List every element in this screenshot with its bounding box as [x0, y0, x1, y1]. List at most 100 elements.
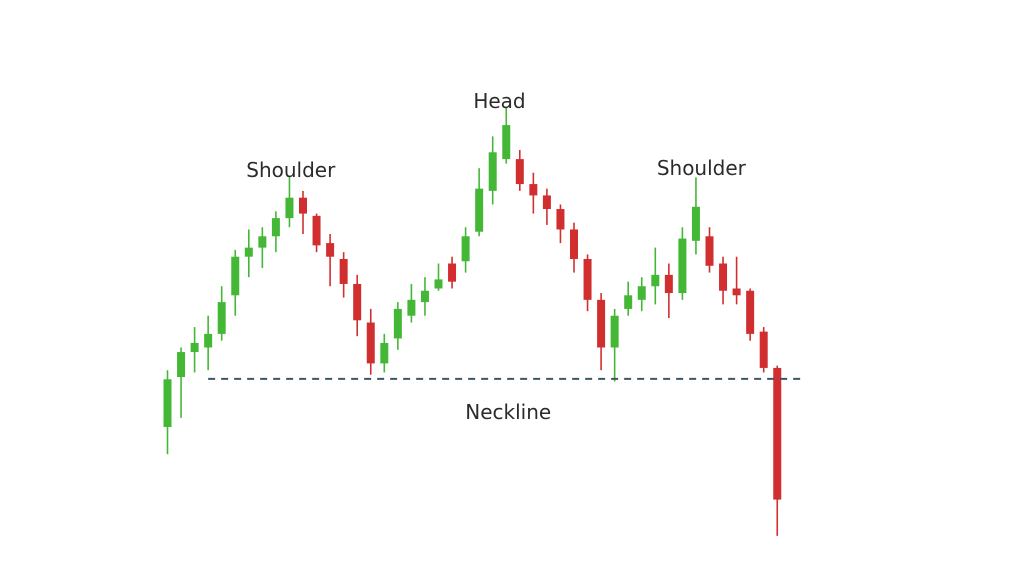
candle-body [759, 331, 768, 368]
bullish-candle [502, 106, 511, 164]
bullish-candle [285, 177, 294, 228]
neckline-label: Neckline [465, 400, 551, 424]
candle-body [326, 243, 335, 257]
candle-body [244, 247, 253, 257]
candle-body [488, 152, 497, 191]
bearish-candle [583, 254, 592, 312]
candle-body [542, 195, 551, 210]
candle-body [285, 197, 294, 219]
bearish-candle [773, 365, 782, 536]
candle-body [380, 342, 389, 364]
bearish-candle [366, 308, 375, 375]
bearish-candle [556, 204, 565, 244]
bullish-candle [475, 168, 484, 237]
candle-body [448, 263, 457, 282]
candle-body [312, 215, 321, 246]
candle-body [231, 256, 240, 296]
bullish-candle [461, 227, 470, 273]
bearish-candle [299, 190, 307, 235]
candle-body [271, 218, 280, 237]
bearish-candle [570, 222, 578, 273]
bullish-candle [217, 286, 226, 341]
bullish-candle [610, 308, 619, 382]
bullish-candle [271, 211, 280, 253]
bullish-candle [488, 136, 497, 205]
candle-body [177, 352, 186, 378]
bearish-candle [353, 274, 362, 337]
bullish-candle [651, 247, 660, 305]
candle-body [529, 184, 538, 196]
candle-body [204, 333, 213, 348]
bearish-candle [719, 256, 728, 305]
bearish-candle [312, 213, 321, 253]
candle-body [299, 197, 307, 214]
candles-layer [163, 106, 782, 536]
candle-body [407, 299, 416, 316]
bearish-candle [339, 252, 348, 298]
candle-body [393, 308, 402, 339]
shoulder-label: Shoulder [657, 156, 747, 180]
candle-body [190, 342, 199, 353]
bullish-candle [691, 177, 700, 255]
candle-body [705, 236, 714, 266]
candle-body [678, 238, 687, 294]
candle-body [773, 367, 782, 500]
bullish-candle [258, 227, 267, 269]
candle-body [475, 188, 484, 232]
bearish-candle [515, 150, 524, 191]
candle-body [570, 229, 578, 259]
bullish-candle [244, 229, 253, 278]
bearish-candle [746, 288, 755, 341]
bullish-candle [380, 333, 389, 373]
bullish-candle [231, 249, 240, 316]
bearish-candle [326, 234, 335, 287]
bearish-candle [597, 293, 606, 371]
candle-body [366, 322, 375, 364]
candle-body [353, 283, 362, 321]
candle-body [583, 258, 592, 300]
candle-body [163, 379, 172, 427]
shoulder-label: Shoulder [246, 158, 336, 182]
labels-layer: Shoulder Head Shoulder Neckline [246, 89, 746, 424]
candle-body [217, 302, 226, 334]
bullish-candle [420, 277, 429, 316]
bearish-candle [664, 263, 673, 318]
bullish-candle [637, 277, 646, 312]
bullish-candle [177, 347, 186, 418]
candle-body [610, 315, 619, 348]
candle-body [502, 125, 511, 160]
bullish-candle [190, 327, 199, 373]
candle-body [434, 279, 443, 289]
candle-body [597, 299, 606, 348]
candle-body [339, 258, 348, 284]
bearish-candle [542, 188, 551, 225]
bearish-candle [448, 256, 457, 289]
candle-body [461, 236, 470, 262]
bullish-candle [678, 227, 687, 300]
candle-body [624, 295, 633, 309]
bullish-candle [434, 263, 443, 291]
candle-body [746, 290, 755, 334]
bearish-candle [529, 172, 538, 214]
candle-body [258, 236, 267, 248]
head-label: Head [473, 89, 525, 113]
candle-body [691, 206, 700, 241]
bullish-candle [204, 315, 213, 371]
bearish-candle [759, 327, 768, 373]
candle-body [719, 263, 728, 291]
bullish-candle [393, 302, 402, 350]
candle-body [651, 274, 660, 287]
candle-body [556, 209, 565, 230]
bullish-candle [407, 283, 416, 323]
candle-body [664, 274, 673, 294]
bullish-candle [163, 370, 172, 455]
bearish-candle [705, 227, 714, 273]
bearish-candle [732, 256, 741, 305]
candle-body [515, 159, 524, 185]
candle-body [420, 290, 429, 303]
bullish-candle [624, 281, 633, 316]
candle-body [637, 286, 646, 300]
candle-body [732, 288, 741, 296]
